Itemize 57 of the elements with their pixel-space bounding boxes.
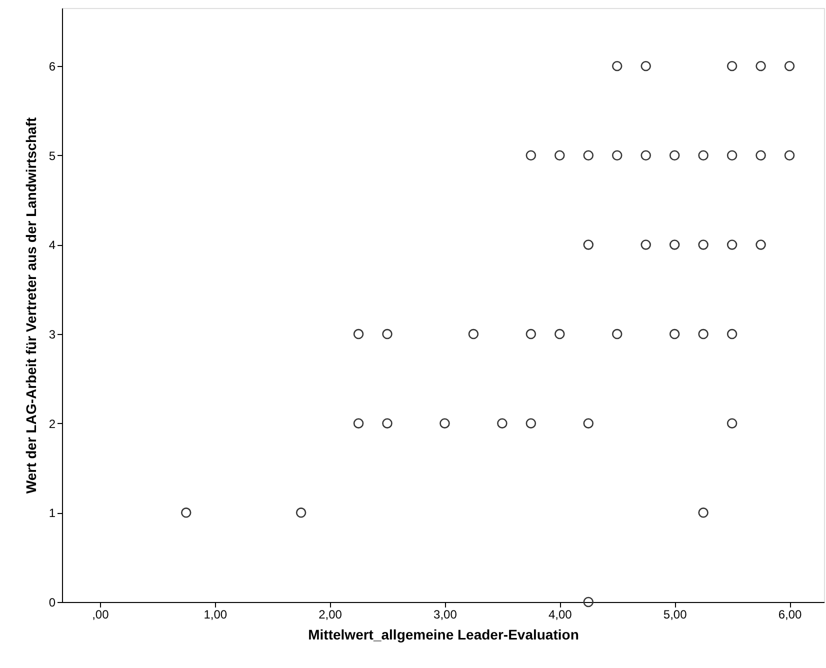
point <box>526 328 536 340</box>
y-tick-label: 6 <box>48 60 56 74</box>
point <box>612 60 622 72</box>
point <box>669 328 680 340</box>
point <box>440 418 450 428</box>
point <box>353 328 364 340</box>
point <box>640 150 651 160</box>
point <box>526 418 536 428</box>
point <box>583 240 594 250</box>
point <box>382 328 392 340</box>
y-tick-label: 2 <box>48 416 56 431</box>
point <box>726 150 738 160</box>
x-tick-label: 4,00 <box>548 608 572 622</box>
y-tick-label: 0 <box>48 596 56 610</box>
y-tick-label: 4 <box>48 238 56 252</box>
point <box>726 418 738 428</box>
point <box>756 60 766 72</box>
point <box>640 60 651 72</box>
y-tick-label: 1 <box>48 506 56 520</box>
point <box>726 60 738 72</box>
x-tick-label: ,00 <box>92 608 110 622</box>
point <box>468 328 479 340</box>
point <box>698 508 708 518</box>
point <box>583 596 594 608</box>
point <box>698 150 708 160</box>
point <box>612 150 622 160</box>
x-tick-label: 1,00 <box>204 608 228 622</box>
x-tick-label: 5,00 <box>663 608 688 622</box>
x-tick-label: 3,00 <box>434 608 458 622</box>
point <box>296 508 306 518</box>
point <box>181 508 192 518</box>
point <box>612 328 622 340</box>
point <box>698 328 708 340</box>
point <box>784 150 795 160</box>
point <box>698 240 708 250</box>
x-tick-label: 2,00 <box>318 608 342 622</box>
point <box>640 240 651 250</box>
point <box>554 150 565 160</box>
x-axis-title: Mittelwert_allgemeine Leader-Evaluation <box>308 626 579 642</box>
point <box>554 328 565 340</box>
point <box>756 240 766 250</box>
y-axis-title: Wert der LAG-Arbeit für Vertreter aus der Landwirtschaft <box>22 117 39 494</box>
point <box>756 150 766 160</box>
point <box>382 418 392 428</box>
point <box>726 328 738 340</box>
point <box>726 240 738 250</box>
point <box>583 418 594 428</box>
y-tick-label: 3 <box>48 328 56 342</box>
point <box>497 418 508 428</box>
x-tick-label: 6,00 <box>778 608 802 622</box>
point <box>353 418 364 428</box>
point <box>526 150 536 160</box>
y-tick-label: 5 <box>48 148 56 163</box>
point <box>784 60 795 72</box>
point <box>669 240 680 250</box>
point <box>669 150 680 160</box>
point <box>583 150 594 160</box>
